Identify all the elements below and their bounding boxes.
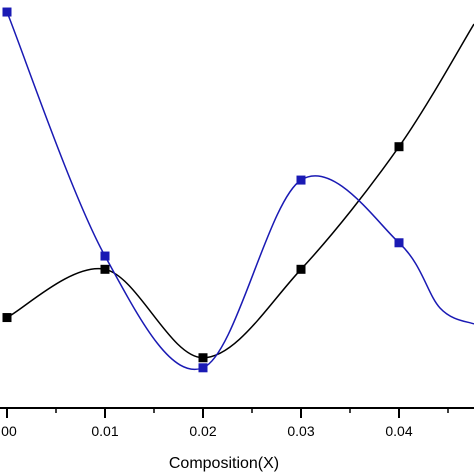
- series-2-point: [296, 175, 306, 185]
- series-1-point: [394, 142, 404, 152]
- series-1-point: [198, 353, 208, 363]
- series-2-point: [394, 238, 404, 248]
- series-2-point: [100, 251, 110, 261]
- x-tick-label: 0.02: [189, 423, 216, 439]
- series-1-point: [100, 264, 110, 274]
- x-axis-title: Composition(X): [169, 455, 279, 472]
- series-2-point: [198, 363, 208, 373]
- x-tick-label: 0.04: [385, 423, 412, 439]
- x-axis-ticks: .00 0.01 0.02 0.03 0.04: [0, 408, 449, 439]
- series-1-point: [2, 313, 12, 323]
- x-tick-label: 0.01: [91, 423, 118, 439]
- series-layer: [2, 7, 474, 373]
- x-tick-label: .00: [0, 423, 17, 439]
- series-1-point: [296, 264, 306, 274]
- series-2-line: [6, 11, 474, 371]
- series-2-point: [2, 7, 12, 17]
- x-tick-label: 0.03: [287, 423, 314, 439]
